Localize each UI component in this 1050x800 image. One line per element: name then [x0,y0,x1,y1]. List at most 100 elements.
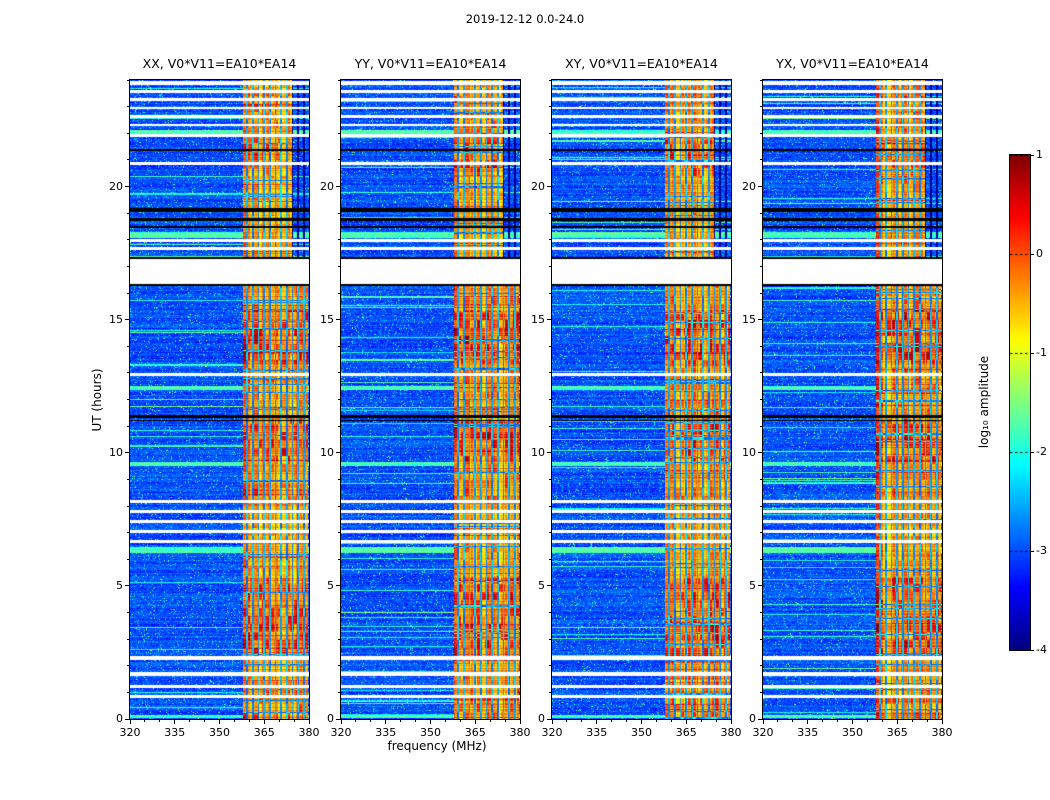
x-major-tick [219,720,220,724]
spectrogram-axes-xx [129,79,310,720]
x-tick-label: 365 [886,726,908,739]
x-minor-tick [489,720,491,722]
x-major-tick [685,720,687,724]
y-minor-tick [760,478,762,480]
x-minor-tick [881,720,883,722]
y-minor-tick [127,399,129,400]
y-major-tick [125,718,129,720]
x-minor-tick [926,720,928,722]
x-minor-tick [611,720,613,722]
y-minor-tick [549,691,551,693]
y-minor-tick [549,638,551,640]
x-major-tick [474,720,476,724]
x-minor-tick [400,720,402,722]
y-minor-tick [760,239,762,241]
y-tick-label: 5 [116,578,123,592]
y-major-tick [758,585,762,587]
y-major-tick [758,186,762,187]
y-minor-tick [760,159,762,161]
x-minor-tick [355,720,357,722]
y-tick-label: 10 [109,445,123,459]
panel-title: XY, V0*V11=EA10*EA14 [565,56,718,71]
y-minor-tick [760,212,762,214]
y-tick-label: 0 [749,712,756,725]
y-minor-tick [760,558,762,560]
y-minor-tick [127,106,129,108]
x-major-tick [762,720,764,724]
x-major-tick [596,720,598,724]
colorbar-tick-label: 0 [1036,247,1043,260]
x-major-tick [941,720,943,724]
x-tick-label: 335 [375,726,397,739]
x-minor-tick [715,720,717,722]
colorbar-tick-label: -4 [1036,643,1047,656]
y-major-tick [125,585,129,587]
x-minor-tick [189,720,191,722]
y-tick-label: 0 [116,712,123,725]
x-axis-label: frequency (MHz) [387,739,487,753]
x-minor-tick [459,720,461,722]
colorbar-tick-label: 1 [1036,148,1043,161]
colorbar-tick [1031,253,1034,255]
y-minor-tick [127,239,129,241]
y-minor-tick [549,345,551,347]
y-minor-tick [127,691,129,693]
y-minor-tick [338,558,340,560]
y-minor-tick [338,239,340,241]
x-minor-tick [700,720,702,722]
x-tick-label: 365 [253,726,275,739]
x-minor-tick [415,720,417,722]
y-minor-tick [549,478,551,480]
y-minor-tick [549,79,551,81]
y-minor-tick [760,345,762,347]
y-minor-tick [127,372,129,374]
x-tick-label: 320 [330,726,352,739]
y-minor-tick [338,665,340,667]
y-minor-tick [549,132,551,134]
x-minor-tick [144,720,146,722]
y-minor-tick [127,558,129,560]
y-minor-tick [760,665,762,667]
colorbar-tick-label: -2 [1036,445,1047,458]
x-tick-label: 380 [931,726,953,739]
y-minor-tick [127,265,129,267]
y-minor-tick [549,399,551,400]
y-minor-tick [127,212,129,214]
panel-title: YY, V0*V11=EA10*EA14 [354,56,507,71]
y-minor-tick [760,425,762,427]
x-minor-tick [670,720,672,722]
y-minor-tick [760,399,762,400]
y-minor-tick [338,399,340,400]
x-major-tick [896,720,898,724]
x-major-tick [551,720,553,724]
x-major-tick [308,720,310,724]
y-tick-label: 15 [742,312,756,326]
y-minor-tick [760,132,762,134]
colorbar-tick [1031,649,1034,651]
y-minor-tick [760,691,762,693]
y-minor-tick [127,505,129,507]
x-minor-tick [159,720,161,722]
y-tick-label: 15 [320,312,334,326]
x-minor-tick [566,720,568,722]
y-minor-tick [549,239,551,241]
y-minor-tick [338,478,340,480]
y-major-tick [758,452,762,454]
colorbar-tick [1031,451,1034,453]
x-minor-tick [655,720,657,722]
y-tick-label: 10 [742,445,756,459]
y-minor-tick [127,532,129,534]
y-minor-tick [760,106,762,108]
colorbar-axes [1009,154,1031,651]
x-minor-tick [370,720,372,722]
colorbar-canvas [1010,155,1030,650]
x-minor-tick [792,720,794,722]
y-minor-tick [127,665,129,667]
y-major-tick [125,186,129,187]
y-minor-tick [127,478,129,480]
y-major-tick [758,319,762,321]
x-tick-label: 380 [720,726,742,739]
y-minor-tick [338,106,340,108]
x-minor-tick [866,720,868,722]
